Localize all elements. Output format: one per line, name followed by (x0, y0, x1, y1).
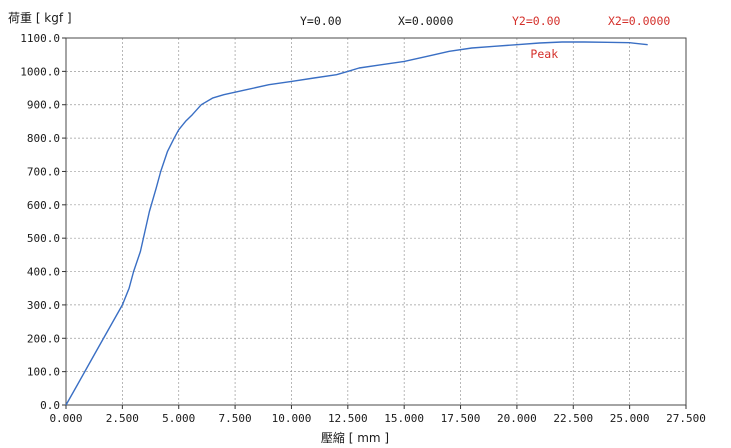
y-tick-label: 700.0 (27, 165, 60, 178)
y-tick-label: 500.0 (27, 232, 60, 245)
annotations: Peak (530, 47, 558, 61)
y-tick-label: 0.0 (40, 399, 60, 412)
plot-grid (66, 38, 686, 405)
x-tick-label: 12.500 (328, 412, 368, 425)
x-tick-label: 17.500 (441, 412, 481, 425)
peak-annotation: Peak (530, 47, 558, 61)
y-tick-label: 1000.0 (20, 65, 60, 78)
y-tick-label: 300.0 (27, 299, 60, 312)
x-tick-label: 2.500 (106, 412, 139, 425)
x-tick-label: 7.500 (219, 412, 252, 425)
y-tick-label: 400.0 (27, 266, 60, 279)
y-tick-label: 1100.0 (20, 32, 60, 45)
x-tick-label: 20.000 (497, 412, 537, 425)
x-tick-label: 0.000 (49, 412, 82, 425)
readout-x2: X2=0.0000 (608, 14, 670, 28)
readout-x: X=0.0000 (398, 14, 453, 28)
y-tick-label: 100.0 (27, 366, 60, 379)
y-axis-ticks: 0.0 100.0 200.0 300.0 400.0 500.0 600.0 700.0 80… (20, 32, 66, 412)
series-line (65, 41, 648, 406)
x-axis-ticks: 0.000 2.500 5.000 7.500 10.000 12.500 15.000 17… (49, 405, 706, 425)
y-tick-label: 900.0 (27, 99, 60, 112)
y-tick-label: 800.0 (27, 132, 60, 145)
x-tick-label: 5.000 (162, 412, 195, 425)
y-tick-label: 600.0 (27, 199, 60, 212)
x-tick-label: 22.500 (553, 412, 593, 425)
x-tick-label: 25.000 (610, 412, 650, 425)
y-axis-title: 荷重 [ kgf ] (8, 11, 72, 25)
x-tick-label: 27.500 (666, 412, 706, 425)
x-tick-label: 10.000 (272, 412, 312, 425)
x-tick-label: 15.000 (384, 412, 424, 425)
plot-frame (65, 37, 687, 406)
readout-y2: Y2=0.00 (512, 14, 561, 28)
readout-y: Y=0.00 (300, 14, 342, 28)
y-tick-label: 200.0 (27, 332, 60, 345)
x-axis-title: 壓縮 [ mm ] (321, 430, 389, 445)
